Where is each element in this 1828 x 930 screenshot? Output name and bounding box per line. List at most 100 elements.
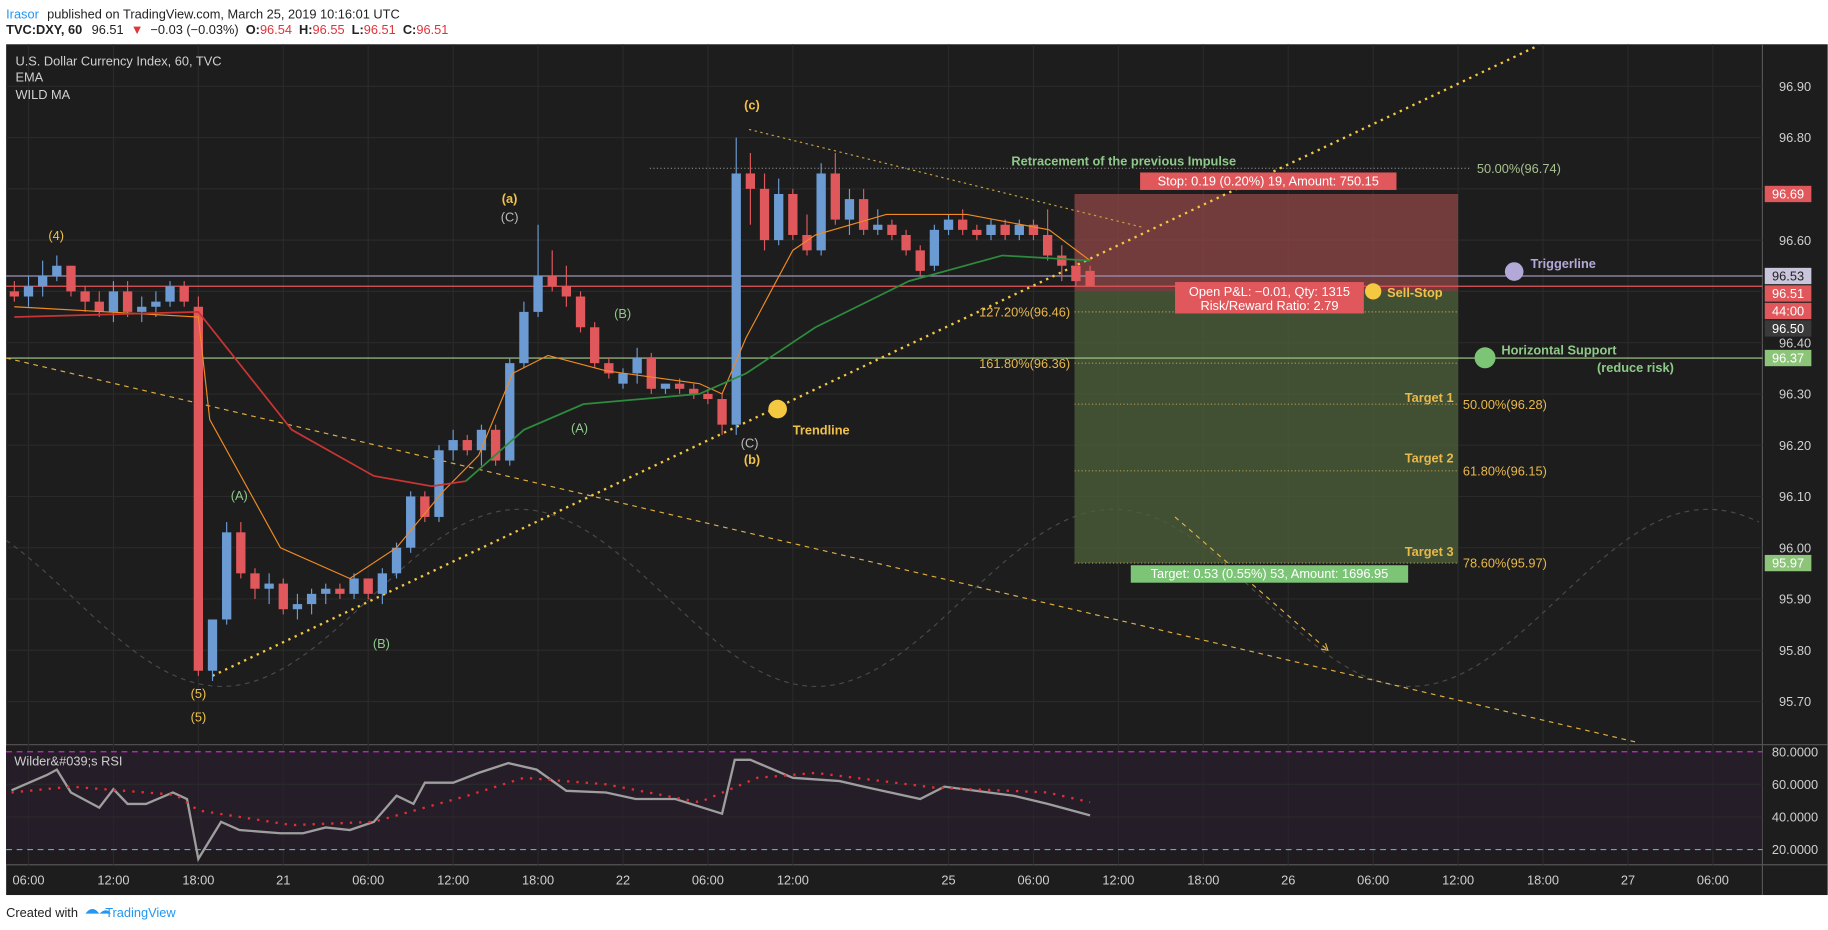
candle-body (533, 276, 543, 312)
candle-body (165, 286, 175, 302)
candle-body (1057, 255, 1067, 266)
candle-body (448, 440, 458, 451)
y-tick-label: 96.00 (1779, 540, 1811, 555)
candle-body (391, 547, 402, 574)
x-tick-label: 06:00 (692, 873, 724, 888)
candle-body (915, 250, 925, 271)
candle-body (830, 173, 840, 220)
change: −0.03 (−0.03%) (150, 22, 238, 37)
ohlc-label: C: (403, 22, 417, 37)
candle-body (137, 306, 147, 312)
candle-body (37, 276, 48, 287)
x-tick-label: 26 (1281, 873, 1295, 888)
candle-body (660, 383, 671, 389)
candle-body (618, 373, 628, 384)
x-tick-label: 12:00 (1102, 873, 1134, 888)
x-tick-label: 12:00 (97, 873, 129, 888)
x-tick-label: 18:00 (182, 873, 214, 888)
x-tick-label: 18:00 (1527, 873, 1559, 888)
x-tick-label: 12:00 (437, 873, 469, 888)
legend-entry: EMA (15, 70, 43, 85)
target-label-box (1130, 565, 1409, 583)
annotation: (C) (501, 209, 519, 224)
arrow-head (1320, 643, 1329, 651)
published: published on TradingView.com, March 25, … (47, 7, 400, 22)
annotation: Trendline (793, 423, 850, 438)
annotation: Horizontal Support (1501, 342, 1617, 357)
annotation: Target 2 (1405, 451, 1454, 466)
candle-body (462, 440, 472, 451)
candle-body (958, 219, 968, 230)
candle-body (349, 578, 359, 594)
y-tick-label: 96.10 (1779, 489, 1811, 504)
candle-body (377, 573, 388, 594)
candle-body (108, 291, 119, 312)
ohlc-value: 96.55 (313, 22, 345, 37)
footer-brand[interactable]: TradingView (105, 905, 176, 920)
annotation: (A) (571, 420, 588, 435)
candle-body (547, 276, 557, 287)
annotation: Target 1 (1405, 390, 1454, 405)
candle-body (278, 583, 288, 610)
candle-body (151, 301, 161, 307)
last: 96.51 (92, 22, 124, 37)
candle-body (406, 496, 416, 548)
price-tag-label: 96.37 (1772, 351, 1804, 366)
candle-body (519, 311, 529, 364)
candle-body (236, 532, 246, 574)
ohlc-label: O: (246, 22, 260, 37)
candle-body (689, 388, 699, 394)
y-tick-label: 95.80 (1779, 643, 1811, 658)
candle-body (986, 224, 996, 235)
candle-body (476, 429, 487, 451)
price-tag (1764, 320, 1812, 337)
candle-body (745, 173, 756, 189)
candle-body (363, 578, 373, 594)
x-tick-label: 18:00 (1187, 873, 1219, 888)
candle-body (887, 224, 897, 235)
ohlc-label: L: (352, 22, 364, 37)
wild-ma-line (14, 310, 467, 488)
wild-ma-line (465, 254, 1091, 482)
annotation: (b) (744, 452, 760, 467)
candle-body (1085, 270, 1095, 287)
stop-label-box (1140, 172, 1397, 190)
x-tick-label: 22 (616, 873, 630, 888)
fib-label: 78.60%(95.97) (1463, 556, 1547, 571)
candle-body (420, 496, 430, 517)
user[interactable]: Irasor (6, 7, 39, 22)
marker-dot (1365, 283, 1382, 300)
marker-dot (768, 399, 787, 419)
y-tick-label: 96.80 (1779, 130, 1811, 145)
price-tag-label: 95.97 (1772, 556, 1804, 571)
countdown: 44:00 (1772, 304, 1804, 319)
candle-body (94, 301, 104, 312)
candle-body (844, 199, 855, 220)
price-tag-label: 96.50 (1772, 321, 1804, 336)
candle-body (306, 593, 317, 605)
price-tag-label: 96.53 (1772, 269, 1804, 284)
x-tick-label: 06:00 (352, 873, 384, 888)
x-tick-label: 12:00 (777, 873, 809, 888)
countdown-box (1764, 302, 1812, 320)
fib-label: 50.00%(96.28) (1463, 397, 1547, 412)
header-line-2: TVC:DXY, 60 96.51 ▼ −0.03 (−0.03%) O:96.… (6, 22, 448, 37)
annotation: (reduce risk) (1597, 360, 1674, 375)
chart-title: U.S. Dollar Currency Index, 60, TVC (15, 53, 221, 68)
ema-line (14, 213, 1091, 580)
candle-body (575, 296, 586, 328)
y-tick-label: 96.90 (1779, 79, 1811, 94)
candle-body (207, 619, 218, 671)
fib-label: 61.80%(96.15) (1463, 463, 1547, 478)
fib-label: 161.80%(96.36) (979, 356, 1070, 371)
candle-body (1042, 234, 1053, 256)
candle-body (561, 286, 572, 297)
candle-body (788, 193, 798, 235)
candle-body (646, 358, 656, 389)
candle-body (1014, 224, 1024, 235)
header-line-1: Irasor published on TradingView.com, Mar… (6, 7, 400, 22)
marker-dot (1474, 347, 1496, 369)
ohlc-label: H: (299, 22, 313, 37)
candle-body (774, 193, 784, 241)
candle-body (873, 224, 883, 230)
